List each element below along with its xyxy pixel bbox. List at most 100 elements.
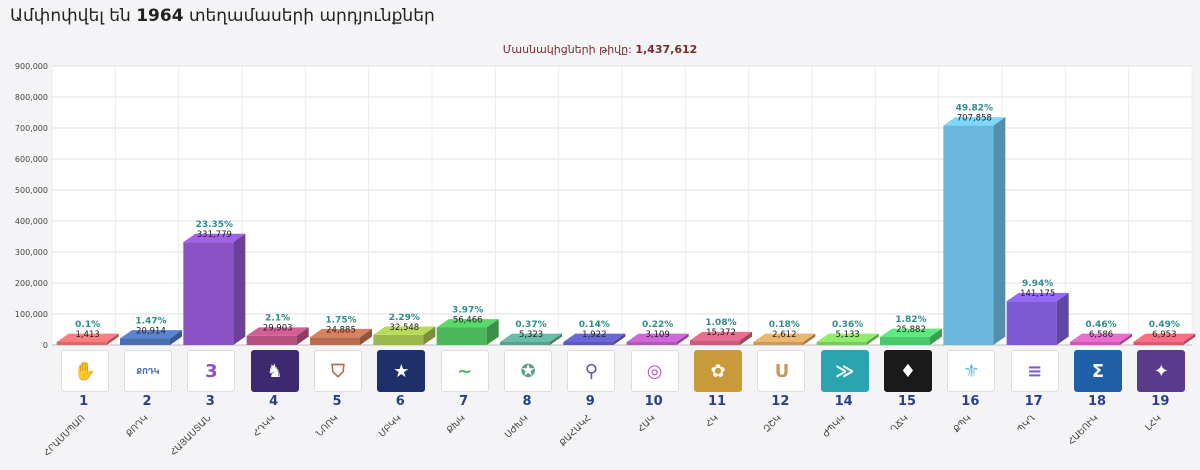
bar-side: [486, 319, 499, 345]
bar-percent-label: 0.36%: [832, 320, 863, 330]
bar-top: [816, 333, 879, 342]
party-logo-icon: ≡: [1010, 350, 1059, 392]
party-number: 19: [1151, 394, 1170, 409]
bar-percent-label: 0.14%: [579, 320, 610, 330]
bar-side: [740, 331, 752, 345]
y-tick-label: 200,000: [15, 279, 48, 288]
bar-value-label: 2,612: [772, 330, 796, 340]
y-tick-label: 300,000: [15, 248, 48, 257]
bar-side: [930, 328, 942, 345]
bar-percent-label: 1.75%: [325, 315, 356, 325]
bar-percent-label: 1.47%: [135, 317, 166, 327]
bar-side: [1056, 292, 1069, 345]
bar-front: [183, 242, 234, 345]
party-number: 11: [707, 394, 727, 409]
bar-side: [360, 328, 372, 345]
bar-side: [613, 333, 626, 345]
bar-front: [56, 342, 107, 345]
bar-percent-label: 0.37%: [515, 320, 546, 330]
bar-percent-label: 0.22%: [642, 320, 673, 330]
bar-value-label: 141,175: [1020, 289, 1055, 299]
participants-value: 1,437,612: [635, 43, 698, 56]
bar-top: [183, 233, 246, 243]
bar-side: [170, 330, 182, 345]
bar-percent-label: 1.82%: [895, 315, 926, 325]
bar-value-label: 5,133: [835, 330, 859, 340]
bar-side: [993, 117, 1006, 345]
bar-front: [310, 337, 360, 345]
party-number: 15: [897, 394, 917, 409]
party-number: 3: [205, 394, 215, 409]
bar-front: [816, 342, 867, 345]
party-number: 8: [522, 394, 532, 409]
party-number: 14: [834, 394, 853, 409]
party-number: 18: [1087, 394, 1107, 409]
bar-value-label: 707,858: [957, 114, 992, 124]
party-number: 16: [961, 394, 980, 409]
bar-top: [246, 327, 309, 336]
bar-percent-label: 0.46%: [1085, 320, 1116, 330]
y-tick-label: 500,000: [15, 186, 48, 195]
bar-top: [753, 333, 816, 342]
bar-top: [1006, 292, 1069, 302]
bar-percent-label: 0.1%: [75, 320, 100, 330]
party-logo-icon: ✦: [1137, 350, 1186, 392]
party-number: 12: [771, 394, 790, 409]
party-number: 2: [142, 394, 152, 409]
bar-front: [690, 340, 740, 345]
bar-percent-label: 0.18%: [769, 320, 800, 330]
bar-value-label: 29,903: [263, 324, 293, 334]
party-logo-icon: ՔՈԴԿ: [124, 350, 172, 392]
bar-percent-label: 9.94%: [1022, 279, 1053, 289]
bar-percent-label: 49.82%: [956, 104, 994, 114]
title-number: 1964: [136, 6, 184, 26]
party-logo-icon: ≫: [820, 350, 869, 392]
party-logo-icon: ~: [440, 350, 489, 392]
bar-front: [500, 342, 550, 345]
bar-top: [373, 326, 436, 335]
bar-front: [1133, 342, 1184, 345]
bar-value-label: 15,372: [706, 328, 736, 338]
y-tick-label: 100,000: [15, 310, 48, 319]
bar-side: [423, 326, 436, 345]
bar-side: [803, 333, 816, 345]
party-logo-icon: ✿: [694, 350, 742, 392]
bar-side: [676, 333, 689, 345]
bar-value-label: 25,882: [896, 325, 926, 335]
bar-value-label: 1,413: [75, 330, 99, 340]
bar-top: [563, 333, 626, 342]
bar-percent-label: 1.08%: [705, 318, 736, 328]
bar-top: [690, 331, 752, 341]
party-logo-icon: ♦: [884, 350, 932, 392]
bar-front: [1070, 342, 1120, 345]
bar-side: [296, 327, 309, 345]
participants-subtitle: Մասնակիցների թիվը: 1,437,612: [0, 43, 1200, 56]
y-tick-label: 800,000: [15, 93, 48, 102]
bar-front: [120, 338, 170, 345]
bar-top: [1070, 333, 1132, 342]
party-logo-icon: ✋: [60, 350, 109, 392]
bar-top: [943, 117, 1006, 126]
party-number: 10: [644, 394, 663, 409]
bar-side: [866, 333, 879, 345]
bar-value-label: 24,885: [326, 325, 356, 335]
bar-percent-label: 2.1%: [265, 314, 290, 324]
y-tick-label: 0: [43, 341, 48, 350]
party-logo-icon: ✪: [504, 350, 552, 392]
bar-front: [943, 125, 994, 345]
bar-value-label: 56,466: [453, 315, 483, 325]
y-tick-label: 600,000: [15, 155, 48, 164]
bar-percent-label: 0.49%: [1149, 320, 1180, 330]
party-number: 17: [1024, 394, 1043, 409]
party-logo-icon: ◎: [630, 350, 679, 392]
bar-front: [373, 334, 424, 345]
bar-side: [550, 333, 562, 345]
bar-front: [563, 342, 614, 345]
bar-value-label: 1,922: [582, 330, 606, 340]
page-title: Ամփոփվել են 1964 տեղամասերի արդյունքներ: [10, 6, 435, 26]
party-number: 5: [332, 394, 342, 409]
bar-value-label: 3,109: [645, 330, 669, 340]
bar-top: [310, 328, 372, 338]
bar-percent-label: 23.35%: [196, 220, 234, 230]
party-number: 7: [459, 394, 469, 409]
